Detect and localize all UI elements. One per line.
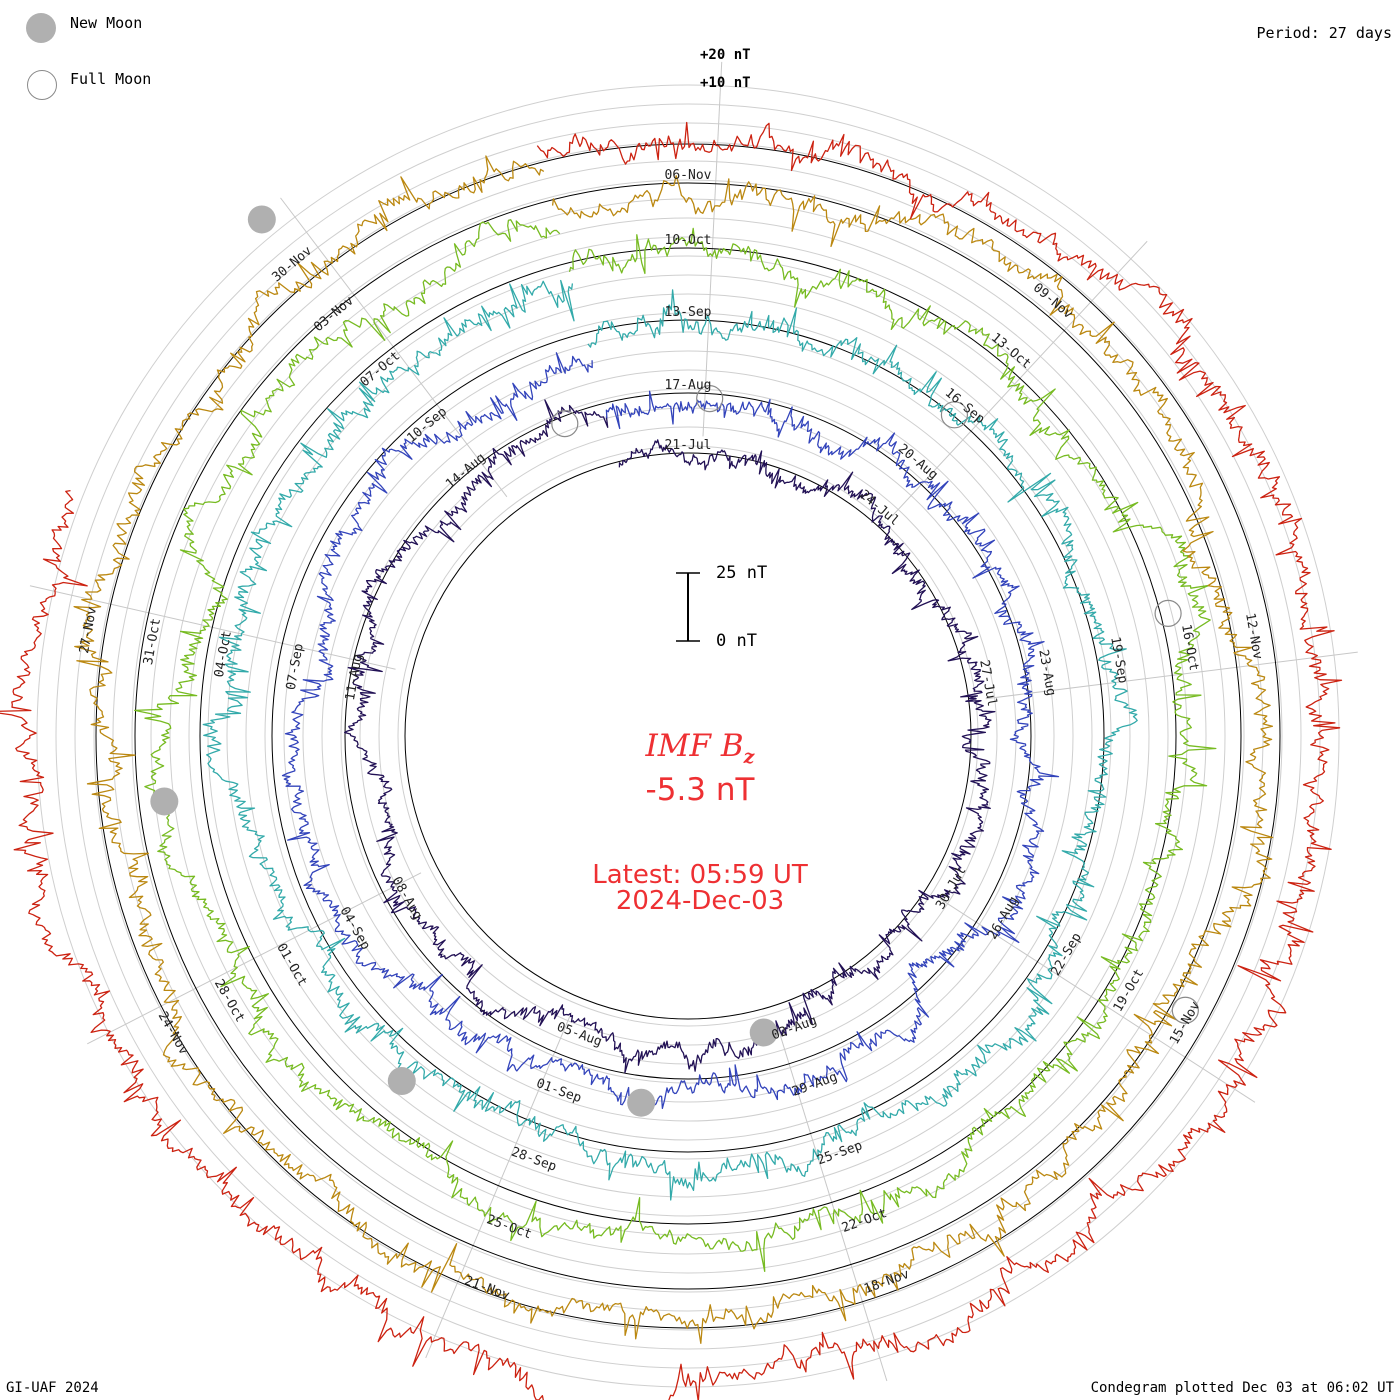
date-label: 03-Nov bbox=[311, 293, 357, 335]
grid-ring bbox=[302, 350, 1074, 1122]
full-moon-marker bbox=[696, 384, 724, 413]
full-moon-marker bbox=[1154, 599, 1182, 628]
date-label: 02-Aug bbox=[770, 1013, 819, 1043]
new-moon-marker bbox=[627, 1088, 656, 1117]
date-label: 31-Oct bbox=[141, 617, 164, 666]
grid-ring bbox=[245, 293, 1131, 1179]
baseline-ring bbox=[199, 247, 1177, 1225]
ring-scale-inner-label: +10 nT bbox=[700, 75, 751, 91]
full-moon-marker bbox=[551, 410, 579, 438]
date-label: 07-Sep bbox=[284, 642, 307, 691]
date-label: 01-Sep bbox=[534, 1076, 583, 1106]
grid-spoke bbox=[702, 61, 723, 437]
scale-bar bbox=[676, 572, 700, 642]
date-label: 21-Jul bbox=[665, 438, 712, 453]
baseline-ring bbox=[344, 392, 1032, 1080]
moon-markers bbox=[150, 205, 1199, 1117]
latest-time: Latest: 05:59 UT bbox=[592, 860, 808, 890]
grid-ring bbox=[378, 426, 998, 1046]
grid-spoke bbox=[280, 197, 508, 498]
series-trace-3 bbox=[202, 279, 1138, 1201]
period-label: Period: 27 days bbox=[1256, 24, 1392, 42]
full-moon-legend-icon bbox=[27, 70, 57, 100]
date-label: 14-Aug bbox=[443, 450, 489, 492]
chart-title-subscript: z bbox=[743, 746, 755, 769]
grid-spoke bbox=[891, 240, 1148, 517]
grid-ring bbox=[36, 84, 1340, 1388]
grid-ring bbox=[169, 217, 1207, 1255]
new-moon-marker bbox=[387, 1067, 416, 1096]
scale-bar-bottom-label: 0 nT bbox=[716, 631, 757, 651]
grid-ring bbox=[340, 388, 1036, 1084]
scale-bar-top-label: 25 nT bbox=[716, 563, 768, 583]
baseline-ring bbox=[404, 452, 972, 1020]
new-moon-legend-label: New Moon bbox=[70, 14, 143, 32]
date-label: 18-Nov bbox=[862, 1267, 911, 1297]
footer-credit: GI-UAF 2024 bbox=[6, 1380, 99, 1396]
series-trace-2 bbox=[281, 352, 1060, 1115]
date-label: 01-Oct bbox=[273, 941, 309, 989]
series-traces bbox=[0, 121, 1343, 1400]
new-moon-marker bbox=[247, 205, 276, 234]
date-label: 30-Jul bbox=[933, 864, 969, 912]
new-moon-marker bbox=[749, 1018, 778, 1047]
date-label: 13-Sep bbox=[665, 305, 712, 320]
date-label: 25-Oct bbox=[485, 1212, 534, 1242]
series-trace-6 bbox=[0, 121, 1343, 1400]
chart-title-main: IMF B bbox=[645, 728, 744, 764]
full-moon-legend-label: Full Moon bbox=[70, 70, 152, 88]
date-label: 17-Aug bbox=[665, 378, 712, 393]
grid-ring bbox=[397, 445, 979, 1027]
date-label: 19-Sep bbox=[1107, 636, 1130, 685]
date-label: 23-Aug bbox=[1035, 648, 1058, 697]
grid-ring bbox=[226, 274, 1150, 1198]
date-label: 21-Nov bbox=[462, 1273, 511, 1303]
ring-scale-outer-label: +20 nT bbox=[700, 47, 751, 63]
date-label: 25-Sep bbox=[815, 1138, 864, 1168]
date-label: 28-Oct bbox=[211, 977, 247, 1025]
date-label: 10-Oct bbox=[665, 233, 712, 248]
date-label: 12-Nov bbox=[1242, 612, 1265, 661]
series-trace-4 bbox=[134, 219, 1217, 1273]
grid-spoke bbox=[775, 1022, 888, 1382]
current-value: -5.3 nT bbox=[645, 772, 755, 808]
date-label: 06-Nov bbox=[665, 168, 712, 183]
full-moon-marker bbox=[940, 401, 969, 429]
baseline-ring bbox=[134, 182, 1242, 1290]
baseline-ring bbox=[271, 319, 1105, 1153]
grid-spoke bbox=[425, 1012, 572, 1359]
grid-ring bbox=[321, 369, 1055, 1103]
footer-plot-time: Condegram plotted Dec 03 at 06:02 UT bbox=[1090, 1380, 1394, 1396]
full-moon-marker bbox=[1171, 996, 1199, 1024]
grid-spoke bbox=[87, 872, 422, 1045]
new-moon-marker bbox=[150, 787, 179, 816]
grid-ring bbox=[283, 331, 1093, 1141]
latest-date: 2024-Dec-03 bbox=[615, 886, 785, 916]
series-trace-5 bbox=[73, 155, 1274, 1344]
new-moon-legend-icon bbox=[26, 13, 56, 43]
grid-spoke bbox=[985, 651, 1358, 700]
date-label: 13-Oct bbox=[988, 330, 1034, 372]
date-label: 29-Aug bbox=[790, 1070, 839, 1100]
date-label: 27-Nov bbox=[77, 606, 100, 655]
date-label: 22-Oct bbox=[840, 1206, 889, 1236]
grid-ring bbox=[131, 179, 1245, 1293]
chart-title: IMF Bz bbox=[530, 728, 870, 768]
grid-ring bbox=[188, 236, 1188, 1236]
grid-ring bbox=[74, 122, 1302, 1350]
